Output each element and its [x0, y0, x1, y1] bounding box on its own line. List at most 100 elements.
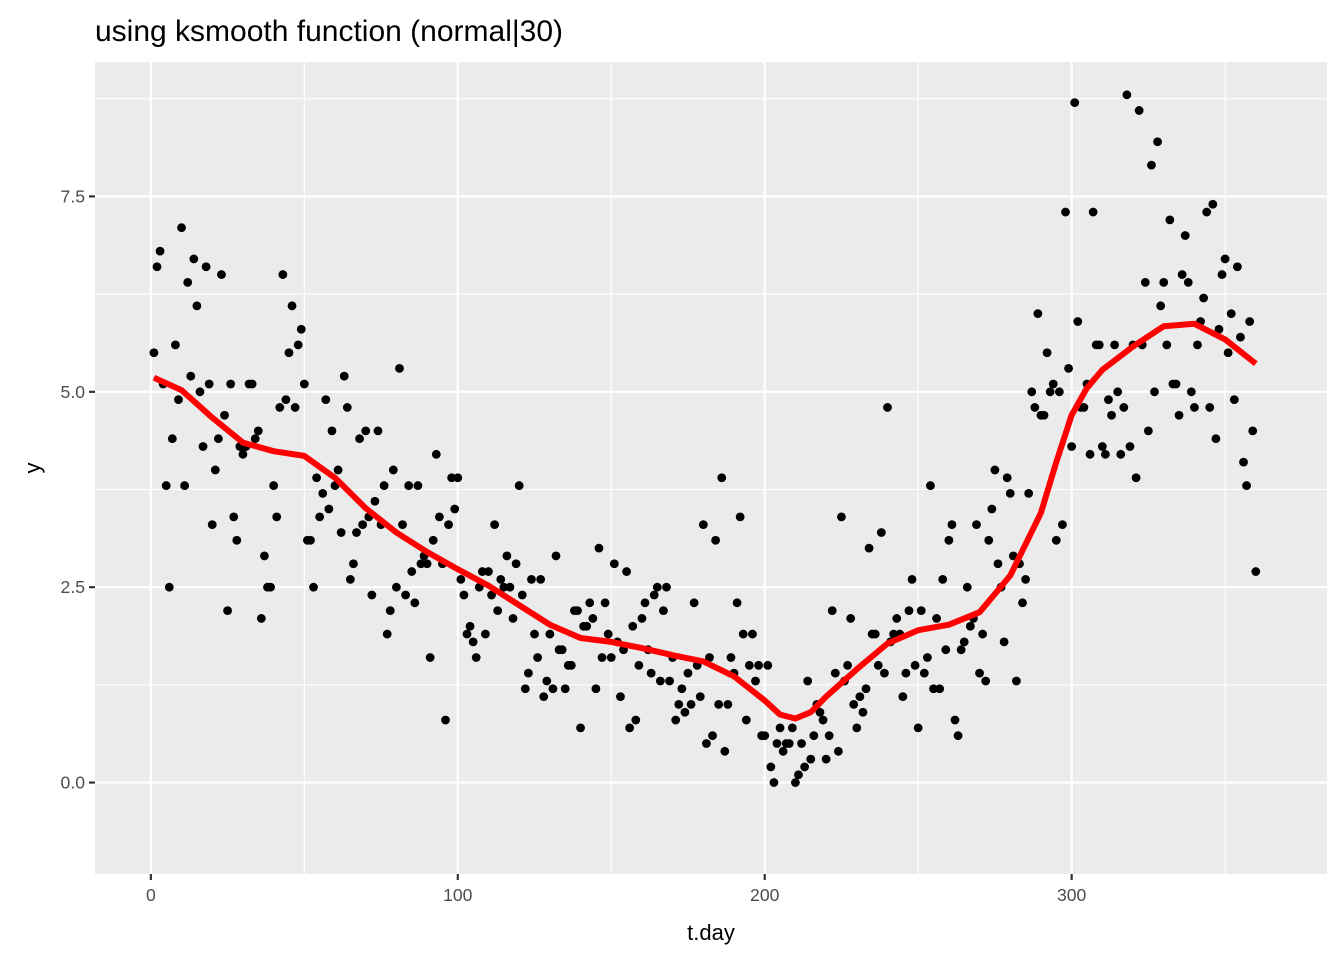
- data-point: [447, 473, 457, 483]
- data-point: [260, 551, 269, 561]
- data-point: [517, 590, 527, 600]
- data-point: [324, 504, 334, 514]
- data-point: [275, 403, 285, 412]
- data-point: [201, 262, 211, 272]
- data-point: [250, 434, 260, 444]
- data-point: [502, 551, 512, 561]
- data-point: [1143, 426, 1153, 436]
- data-point: [177, 223, 186, 233]
- data-point: [217, 270, 226, 279]
- data-point: [652, 582, 662, 592]
- data-point: [880, 668, 889, 678]
- data-point: [723, 700, 733, 709]
- data-point: [609, 559, 619, 569]
- plot-panel: [95, 62, 1327, 874]
- data-point: [708, 731, 717, 741]
- data-point: [407, 567, 417, 576]
- data-point: [1024, 488, 1034, 498]
- data-point: [1153, 137, 1162, 147]
- data-point: [1208, 199, 1218, 209]
- data-point: [385, 606, 395, 616]
- data-point: [192, 301, 202, 311]
- data-point: [155, 246, 165, 256]
- data-point: [471, 653, 481, 662]
- data-point: [680, 707, 690, 717]
- data-point: [655, 676, 665, 686]
- data-point: [523, 668, 533, 678]
- data-point: [760, 731, 770, 741]
- data-point: [149, 348, 159, 358]
- data-point: [318, 488, 328, 498]
- data-point: [741, 715, 751, 725]
- data-point: [459, 590, 469, 600]
- data-point: [748, 629, 757, 639]
- data-point: [588, 614, 598, 623]
- data-point: [1186, 387, 1196, 397]
- data-point: [1079, 403, 1089, 412]
- x-axis-title: t.day: [687, 920, 735, 945]
- data-point: [594, 543, 604, 553]
- data-point: [1180, 231, 1190, 240]
- data-point: [152, 262, 162, 272]
- data-point: [312, 473, 322, 483]
- data-point: [256, 614, 266, 623]
- data-point: [794, 770, 803, 780]
- data-point: [493, 606, 503, 616]
- data-point: [815, 707, 825, 717]
- data-point: [1021, 574, 1030, 584]
- data-point: [892, 614, 902, 623]
- data-point: [1190, 403, 1199, 412]
- data-point: [220, 410, 229, 420]
- data-point: [401, 590, 411, 600]
- data-point: [843, 660, 852, 670]
- data-point: [352, 528, 361, 537]
- data-point: [1048, 379, 1058, 389]
- data-point: [1125, 442, 1135, 451]
- data-point: [818, 715, 828, 725]
- data-point: [370, 496, 380, 506]
- data-point: [428, 535, 438, 545]
- data-point: [889, 629, 899, 639]
- data-point: [797, 739, 806, 748]
- data-point: [336, 528, 346, 537]
- data-point: [1088, 207, 1098, 217]
- data-point: [625, 723, 635, 733]
- data-point: [858, 707, 868, 717]
- data-point: [1067, 442, 1077, 451]
- data-point: [705, 653, 714, 662]
- data-point: [1042, 348, 1052, 358]
- data-point: [1085, 449, 1095, 459]
- data-point: [1054, 387, 1064, 397]
- data-point: [628, 621, 638, 631]
- data-point: [416, 559, 426, 569]
- data-point: [953, 731, 963, 741]
- data-point: [392, 582, 401, 592]
- data-point: [468, 637, 478, 647]
- data-point: [1140, 277, 1150, 287]
- data-point: [919, 668, 929, 678]
- data-point: [910, 660, 920, 670]
- data-point: [1183, 277, 1193, 287]
- data-point: [425, 653, 435, 662]
- data-point: [1134, 106, 1144, 115]
- data-point: [1097, 442, 1107, 451]
- data-point: [754, 660, 763, 670]
- data-point: [787, 723, 797, 733]
- data-point: [1220, 254, 1230, 264]
- data-point: [278, 270, 288, 279]
- data-point: [1174, 410, 1184, 420]
- data-point: [735, 512, 745, 522]
- data-point: [922, 653, 932, 662]
- data-point: [315, 512, 325, 522]
- data-point: [913, 723, 923, 733]
- data-point: [1011, 676, 1021, 686]
- data-point: [247, 379, 257, 389]
- data-point: [505, 582, 515, 592]
- x-tick-label: 0: [146, 885, 156, 905]
- data-point: [597, 653, 607, 662]
- data-point: [306, 535, 315, 545]
- data-point: [876, 528, 886, 537]
- data-point: [186, 371, 196, 381]
- data-point: [637, 614, 647, 623]
